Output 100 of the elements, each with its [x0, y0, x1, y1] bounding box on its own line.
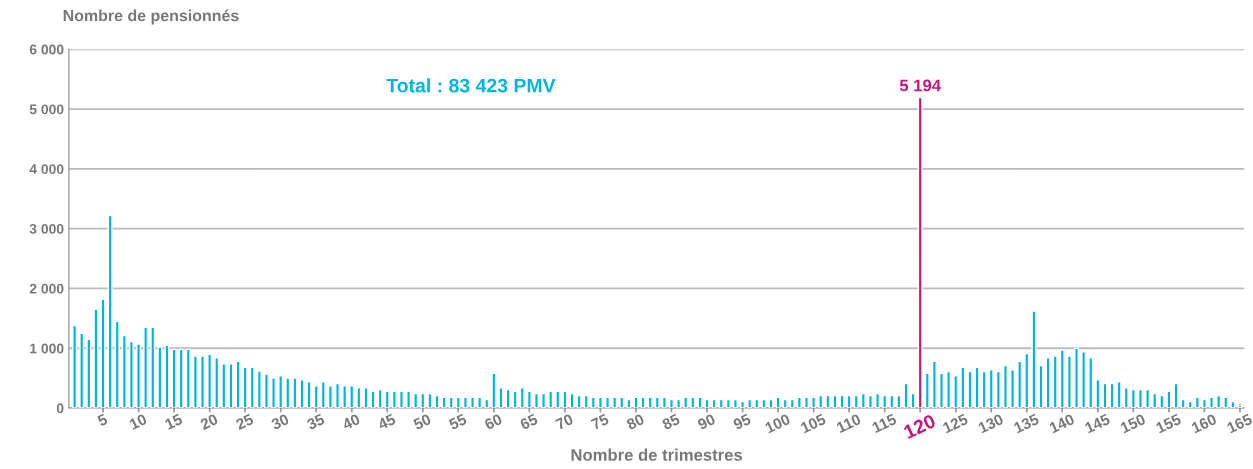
- bar: [832, 394, 838, 409]
- x-tick-label: 145: [1084, 413, 1111, 434]
- x-tick-label: 20: [199, 413, 219, 431]
- bar: [1201, 398, 1207, 409]
- bar: [249, 366, 255, 409]
- bar: [349, 385, 355, 409]
- bar: [278, 375, 284, 409]
- bar: [484, 398, 490, 409]
- bar: [995, 370, 1001, 409]
- bar: [1230, 400, 1236, 409]
- bar: [327, 385, 333, 409]
- x-tick-label: 45: [377, 413, 397, 431]
- bar: [1045, 357, 1051, 409]
- bar: [491, 372, 497, 409]
- y-tick-label: 0: [56, 403, 64, 414]
- x-tick-label: 15: [164, 413, 184, 430]
- bar: [910, 392, 916, 409]
- bar: [534, 392, 539, 409]
- bar: [1024, 352, 1030, 409]
- bar: [882, 394, 888, 409]
- bar: [860, 392, 866, 409]
- bar: [740, 400, 746, 409]
- bar: [228, 363, 234, 409]
- bar: [1102, 382, 1108, 409]
- bar: [1066, 355, 1072, 409]
- y-tick-label: 3 000: [29, 223, 64, 234]
- bar: [1123, 387, 1129, 409]
- bar: [782, 398, 788, 409]
- bar: [512, 390, 518, 409]
- bar: [128, 340, 134, 409]
- bar: [555, 390, 561, 409]
- bar: [754, 398, 760, 409]
- bar: [612, 396, 618, 409]
- bar: [477, 396, 483, 409]
- bar: [711, 398, 717, 409]
- x-tick-label: 90: [696, 413, 716, 431]
- bar: [825, 394, 831, 409]
- bar: [839, 394, 845, 409]
- bar: [789, 398, 795, 409]
- bar: [718, 398, 724, 409]
- bar: [732, 398, 738, 409]
- bar: [931, 360, 937, 409]
- bar: [107, 214, 113, 409]
- bar: [470, 396, 476, 409]
- bar: [953, 375, 959, 409]
- bar: [1095, 379, 1101, 409]
- bar: [548, 390, 554, 409]
- bar: [775, 396, 781, 409]
- bar: [505, 388, 511, 409]
- x-tick-label: 70: [554, 413, 574, 430]
- bar: [427, 392, 433, 409]
- x-tick-label: 130: [977, 413, 1004, 434]
- bar: [725, 398, 731, 409]
- bar: [1081, 351, 1087, 409]
- bar: [356, 387, 362, 409]
- bar: [917, 96, 923, 409]
- bar: [697, 396, 703, 409]
- bar: [235, 360, 241, 409]
- bar: [370, 390, 376, 409]
- bar: [398, 390, 404, 409]
- y-tick-label: 4 000: [29, 164, 64, 175]
- x-tick-label: 10: [128, 413, 148, 430]
- bar: [967, 370, 973, 409]
- bar: [448, 396, 454, 409]
- x-tick-label: 150: [1119, 413, 1147, 434]
- bar: [640, 396, 646, 409]
- x-tick-label: 50: [412, 413, 432, 431]
- bar: [157, 346, 163, 409]
- bar: [185, 348, 191, 409]
- bar: [306, 381, 312, 409]
- bar: [541, 392, 547, 409]
- bar: [654, 396, 660, 409]
- bar: [811, 396, 817, 409]
- bar: [1223, 396, 1229, 409]
- bar: [818, 394, 824, 409]
- x-tick-label: 105: [800, 413, 827, 434]
- bar: [1052, 355, 1058, 409]
- bar: [1017, 360, 1023, 409]
- bar: [214, 357, 220, 409]
- bar: [121, 334, 127, 409]
- bar: [690, 396, 696, 409]
- x-tick-label: 100: [764, 413, 791, 434]
- bar: [143, 326, 149, 409]
- bar: [1216, 394, 1222, 409]
- bar: [924, 372, 930, 409]
- bar: [562, 390, 568, 409]
- bar: [263, 373, 269, 409]
- bar: [1130, 388, 1136, 409]
- bar: [1031, 310, 1037, 409]
- bar: [1159, 394, 1165, 409]
- x-tick-label: 115: [871, 413, 898, 434]
- bar: [939, 372, 944, 409]
- y-axis-title: Nombre de pensionnés: [63, 9, 239, 25]
- bar: [1209, 396, 1215, 409]
- bar: [192, 355, 198, 409]
- bar: [72, 324, 78, 409]
- bar: [1116, 381, 1122, 409]
- bar: [846, 394, 852, 409]
- bar: [384, 390, 390, 409]
- bar: [441, 396, 447, 409]
